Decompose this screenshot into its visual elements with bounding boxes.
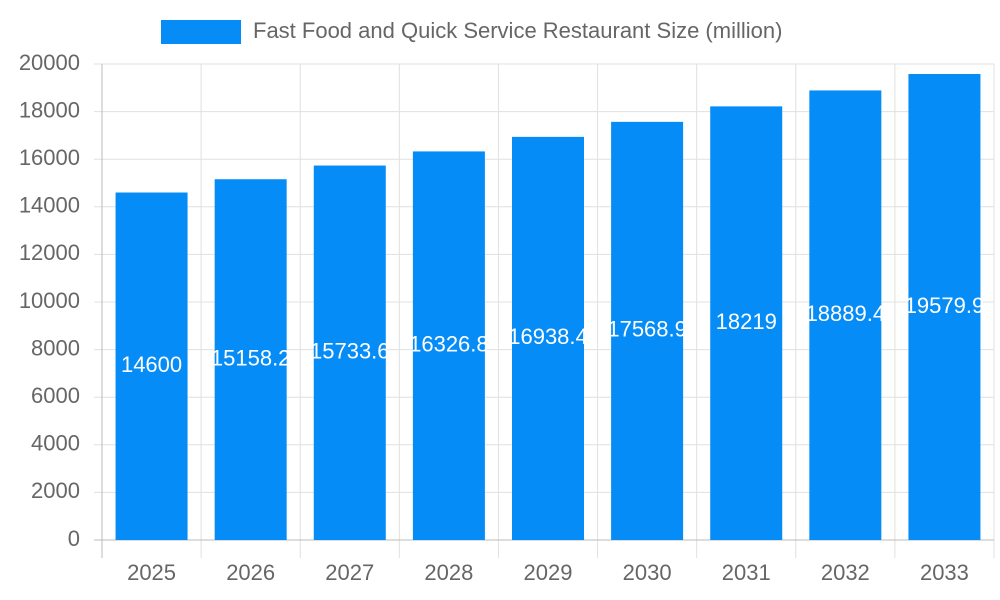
x-tick-label: 2033 [920,560,969,585]
data-label: 15733.6 [310,339,390,364]
x-tick-label: 2027 [325,560,374,585]
data-label: 18219 [716,309,777,334]
bar [809,90,882,540]
x-tick-label: 2028 [424,560,473,585]
bar [512,136,584,540]
x-tick-label: 2025 [127,560,176,585]
bar [710,106,783,540]
x-tick-label: 2030 [623,560,672,585]
y-tick-label: 18000 [19,97,80,122]
bar [313,165,386,540]
data-label: 15158.2 [211,345,291,370]
y-tick-label: 10000 [19,288,80,313]
bar [908,73,981,540]
y-tick-label: 20000 [19,50,80,75]
x-tick-label: 2026 [226,560,275,585]
y-tick-label: 12000 [19,240,80,265]
bar [611,121,684,541]
y-tick-label: 14000 [19,193,80,218]
data-label: 19579.9 [905,293,985,318]
data-label: 17568.9 [607,317,687,342]
legend-label: Fast Food and Quick Service Restaurant S… [253,18,782,43]
data-label: 16326.8 [409,332,489,357]
y-tick-label: 8000 [31,335,80,360]
y-tick-label: 6000 [31,383,80,408]
data-label: 18889.4 [806,301,886,326]
data-label: 16938.4 [508,324,588,349]
x-tick-label: 2032 [821,560,870,585]
legend-swatch [161,20,241,44]
y-tick-label: 16000 [19,145,80,170]
bar [214,179,287,540]
data-label: 14600 [121,352,182,377]
y-tick-label: 4000 [31,431,80,456]
bar [115,192,188,540]
y-tick-label: 2000 [31,478,80,503]
y-tick-label: 0 [68,526,80,551]
bar [412,151,485,540]
x-tick-label: 2031 [722,560,771,585]
x-tick-label: 2029 [524,560,573,585]
